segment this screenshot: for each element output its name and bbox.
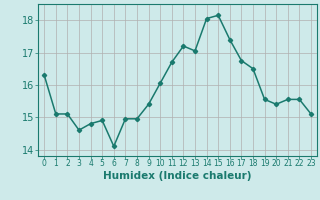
X-axis label: Humidex (Indice chaleur): Humidex (Indice chaleur) (103, 171, 252, 181)
